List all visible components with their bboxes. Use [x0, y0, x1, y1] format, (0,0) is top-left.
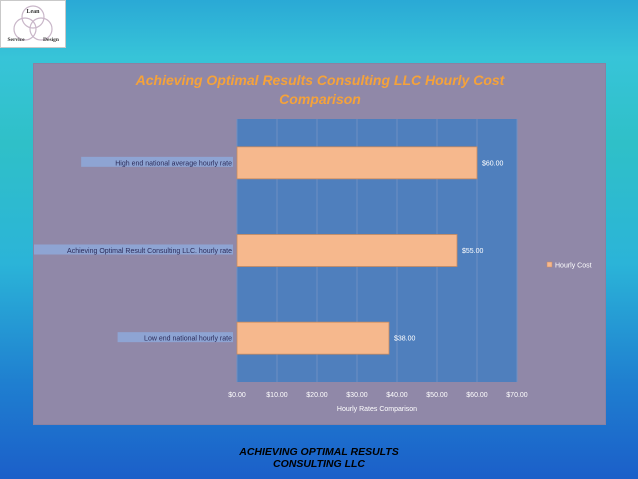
x-tick-label: $40.00 — [386, 392, 408, 399]
category-label-bg — [117, 332, 233, 343]
chart-panel: Achieving Optimal Results Consulting LLC… — [33, 63, 606, 425]
logo-word-design: Design — [43, 37, 59, 43]
x-tick-label: $70.00 — [506, 392, 528, 399]
footer-company-name: ACHIEVING OPTIMAL RESULTS CONSULTING LLC — [200, 446, 438, 470]
chart-title-line-2: Comparison — [279, 91, 361, 107]
chart-svg: Achieving Optimal Results Consulting LLC… — [34, 72, 592, 413]
chart-title-line-1: Achieving Optimal Results Consulting LLC… — [135, 72, 506, 88]
bar — [236, 234, 458, 267]
legend-entry: Hourly Cost — [555, 263, 592, 270]
category-label-bg — [81, 156, 234, 167]
category-label: Low end national hourly rate — [144, 336, 232, 343]
category-label: High end national average hourly rate — [115, 160, 232, 167]
category-label-bg — [34, 244, 234, 255]
legend-swatch — [546, 261, 553, 268]
x-tick-label: $60.00 — [466, 392, 488, 399]
logo: Lean Service Design — [0, 0, 66, 48]
bar — [236, 321, 390, 355]
footer-line-1: ACHIEVING OPTIMAL RESULTS — [239, 446, 399, 458]
footer-line-2: CONSULTING LLC — [273, 458, 365, 470]
x-axis-label: Hourly Rates Comparison — [337, 406, 417, 413]
x-tick-label: $10.00 — [266, 392, 288, 399]
venn-logo-icon: Lean Service Design — [7, 5, 59, 43]
logo-word-lean: Lean — [26, 9, 40, 15]
plot-area: High end national average hourly rate $60… — [34, 119, 592, 413]
x-tick-label: $0.00 — [228, 392, 246, 399]
x-tick-label: $20.00 — [306, 392, 328, 399]
x-tick-label: $30.00 — [346, 392, 368, 399]
data-label: $38.00 — [394, 336, 416, 343]
bar — [236, 146, 478, 180]
data-label: $55.00 — [462, 248, 484, 255]
data-label: $60.00 — [482, 160, 504, 167]
category-label: Achieving Optimal Result Consulting LLC.… — [67, 248, 232, 255]
logo-word-service: Service — [7, 37, 25, 43]
x-tick-label: $50.00 — [426, 392, 448, 399]
